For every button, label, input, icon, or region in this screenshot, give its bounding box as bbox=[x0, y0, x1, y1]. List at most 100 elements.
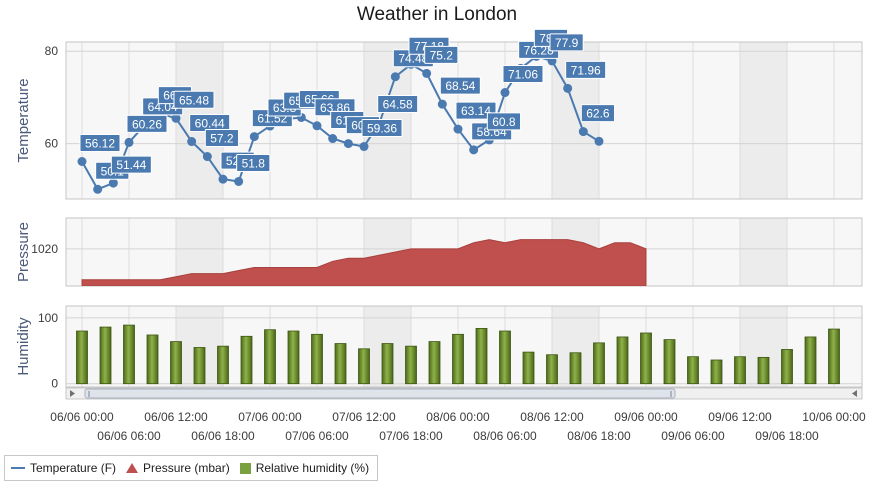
humidity-bar[interactable] bbox=[828, 328, 840, 385]
x-tick-label: 09/06 18:00 bbox=[755, 429, 819, 443]
humidity-bar[interactable] bbox=[499, 330, 511, 385]
humidity-bar[interactable] bbox=[687, 356, 699, 385]
scroll-left-arrow-icon[interactable] bbox=[70, 390, 75, 397]
temperature-point[interactable] bbox=[218, 174, 228, 184]
scroll-right-arrow-icon[interactable] bbox=[852, 390, 857, 397]
humidity-bar[interactable] bbox=[264, 329, 276, 385]
humidity-bar[interactable] bbox=[193, 347, 206, 385]
data-label-box bbox=[361, 119, 403, 138]
humidity-bar[interactable] bbox=[569, 352, 582, 385]
temperature-data-label: 71.06 bbox=[502, 65, 544, 84]
x-tick-label: 06/06 18:00 bbox=[191, 429, 255, 443]
temperature-point[interactable] bbox=[390, 72, 400, 82]
pane-stripe bbox=[740, 218, 787, 286]
humidity-bar[interactable] bbox=[475, 327, 488, 385]
temperature-point[interactable] bbox=[249, 132, 259, 142]
temperature-data-label: 63.14 bbox=[455, 101, 497, 120]
chart-title: Weather in London bbox=[357, 4, 517, 25]
humidity-bar[interactable] bbox=[428, 341, 441, 385]
temperature-point[interactable] bbox=[312, 121, 322, 131]
scrollbar-thumb[interactable] bbox=[84, 388, 676, 399]
legend-item-pressure[interactable]: Pressure (mbar) bbox=[126, 461, 230, 475]
data-label-text: 60.26 bbox=[132, 117, 162, 131]
humidity-bar[interactable] bbox=[311, 333, 323, 385]
humidity-bar[interactable] bbox=[334, 343, 347, 385]
x-tick-label: 08/06 00:00 bbox=[426, 410, 490, 424]
temperature-point[interactable] bbox=[93, 184, 103, 194]
legend-swatch-pressure bbox=[126, 463, 139, 473]
temperature-point[interactable] bbox=[594, 136, 604, 146]
humidity-bar[interactable] bbox=[217, 345, 229, 385]
temperature-point[interactable] bbox=[124, 137, 134, 147]
temperature-point[interactable] bbox=[578, 127, 588, 137]
data-label-text: 74.48 bbox=[398, 52, 428, 66]
humidity-bar[interactable] bbox=[381, 343, 394, 385]
humidity-bar[interactable] bbox=[522, 351, 535, 385]
pane-humidity: 0 100 Humidity bbox=[15, 305, 863, 391]
legend-item-humidity[interactable]: Relative humidity (%) bbox=[239, 461, 369, 475]
temperature-point[interactable] bbox=[202, 152, 212, 162]
temperature-data-label: 64.58 bbox=[377, 94, 419, 113]
horizontal-scrollbar[interactable] bbox=[65, 387, 863, 400]
legend-swatch-humidity bbox=[239, 462, 251, 474]
pane-frame bbox=[65, 305, 863, 388]
humidity-bar[interactable] bbox=[734, 356, 746, 385]
temperature-point[interactable] bbox=[422, 68, 432, 78]
legend-swatch-temperature bbox=[11, 467, 25, 469]
temperature-point[interactable] bbox=[234, 176, 244, 186]
temperature-point[interactable] bbox=[108, 178, 118, 188]
humidity-bar[interactable] bbox=[710, 359, 723, 385]
pressure-area[interactable] bbox=[81, 239, 647, 286]
temperature-point[interactable] bbox=[437, 99, 447, 109]
data-label-text: 51.8 bbox=[242, 156, 266, 170]
humidity-bar[interactable] bbox=[452, 333, 464, 385]
temperature-point[interactable] bbox=[171, 113, 181, 123]
data-label-box bbox=[377, 94, 419, 113]
humidity-bar[interactable] bbox=[76, 330, 88, 385]
humidity-bar[interactable] bbox=[757, 356, 770, 385]
humidity-bar[interactable] bbox=[240, 335, 253, 385]
temperature-point[interactable] bbox=[469, 145, 479, 155]
x-tick-label: 08/06 06:00 bbox=[473, 429, 537, 443]
humidity-bar[interactable] bbox=[546, 354, 558, 385]
data-label-text: 63.14 bbox=[461, 104, 491, 118]
temperature-point[interactable] bbox=[343, 139, 353, 149]
temperature-point[interactable] bbox=[500, 88, 510, 98]
temperature-data-label: 62.6 bbox=[580, 104, 616, 123]
data-label-box bbox=[580, 104, 616, 123]
data-label-text: 71.96 bbox=[571, 63, 601, 77]
y-tick-label: 1020 bbox=[31, 242, 58, 256]
temperature-point[interactable] bbox=[359, 142, 369, 152]
legend-item-temperature[interactable]: Temperature (F) bbox=[11, 461, 116, 475]
data-label-text: 64.58 bbox=[383, 97, 413, 111]
x-tick-label: 07/06 00:00 bbox=[238, 410, 302, 424]
humidity-bar[interactable] bbox=[358, 348, 370, 385]
humidity-bar[interactable] bbox=[781, 349, 793, 385]
data-label-box bbox=[236, 153, 271, 172]
humidity-bar[interactable] bbox=[99, 326, 112, 385]
y-tick-label: 80 bbox=[45, 44, 59, 58]
humidity-bar[interactable] bbox=[287, 330, 300, 385]
x-tick-label: 10/06 00:00 bbox=[802, 410, 866, 424]
humidity-bar[interactable] bbox=[123, 324, 135, 385]
temperature-point[interactable] bbox=[77, 157, 87, 167]
temperature-data-label: 51.44 bbox=[110, 155, 152, 174]
temperature-point[interactable] bbox=[187, 137, 197, 147]
data-label-box bbox=[204, 129, 240, 148]
humidity-bar[interactable] bbox=[170, 341, 182, 385]
y-axis-label: Pressure bbox=[15, 222, 32, 282]
temperature-point[interactable] bbox=[563, 83, 573, 93]
series-humidity bbox=[76, 324, 840, 385]
humidity-bar[interactable] bbox=[593, 342, 605, 385]
data-label-text: 59.36 bbox=[367, 122, 397, 136]
temperature-point[interactable] bbox=[328, 134, 338, 144]
temperature-data-label: 68.54 bbox=[439, 76, 481, 95]
humidity-bar[interactable] bbox=[616, 336, 629, 385]
humidity-bar[interactable] bbox=[146, 334, 159, 385]
temperature-point[interactable] bbox=[453, 124, 463, 134]
x-tick-label: 06/06 06:00 bbox=[97, 429, 161, 443]
humidity-bar[interactable] bbox=[804, 336, 817, 385]
humidity-bar[interactable] bbox=[640, 332, 652, 385]
humidity-bar[interactable] bbox=[663, 339, 676, 385]
humidity-bar[interactable] bbox=[405, 345, 417, 385]
